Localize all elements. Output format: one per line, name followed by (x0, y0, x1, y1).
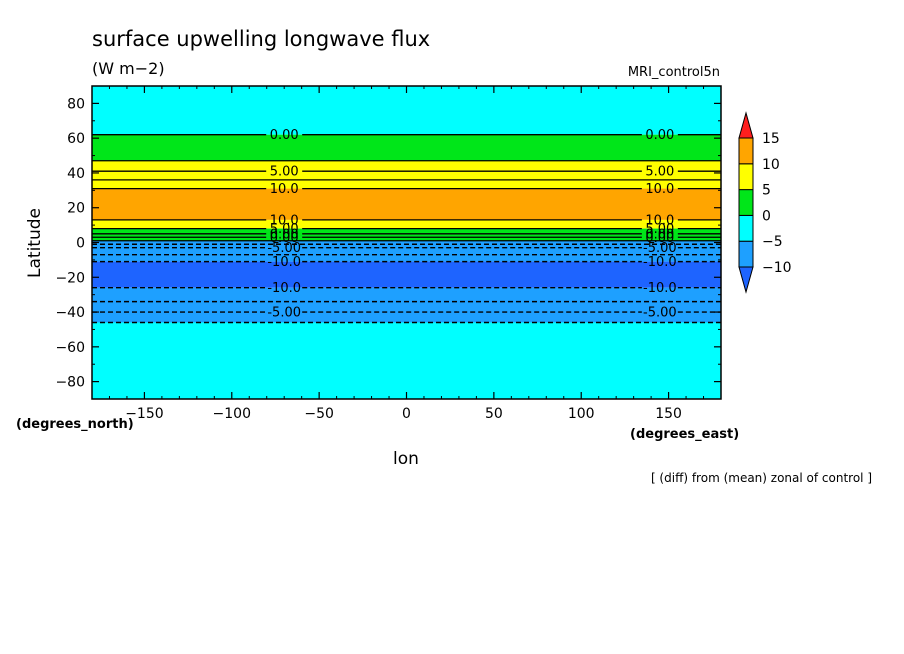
colorbar-label-4: 10 (762, 157, 780, 173)
y-axis-ticks: 80 60 40 20 0 −20 −40 −60 −80 (55, 85, 721, 400)
y-tick-label-2: 40 (67, 166, 85, 182)
colorbar-box-3 (738, 163, 754, 191)
chart-title: surface upwelling longwave flux (92, 27, 430, 51)
y-tick-label-3: 20 (67, 201, 85, 217)
x-tick-label-6: 150 (655, 406, 682, 422)
contour-fill-bands (92, 86, 721, 399)
colorbar-over-triangle (738, 111, 754, 139)
contour-label-4-1: 10.0 (645, 182, 674, 197)
y-tick-label-8: −80 (55, 375, 85, 391)
contour-label-5-1: 10.0 (645, 213, 674, 228)
y-tick-label-6: −40 (55, 305, 85, 321)
dataset-label: MRI_control5n (628, 65, 720, 80)
contour-label-14-1: -10.0 (643, 281, 677, 296)
x-axis-label: lon (393, 449, 419, 469)
contour-band-5 (92, 228, 721, 241)
colorbar-label-0: −10 (762, 260, 792, 276)
contour-label-14-0: -10.0 (267, 281, 301, 296)
x-tick-label-5: 100 (568, 406, 595, 422)
contour-label-7-0: 0.00 (270, 227, 299, 242)
contour-label-6-0: 5.00 (270, 222, 299, 237)
y-tick-label-0: 80 (67, 96, 85, 112)
contour-band-8 (92, 287, 721, 323)
x-tick-label-3: 0 (402, 406, 411, 422)
contour-label-5-0: 10.0 (270, 213, 299, 228)
contour-label-0-1: 0.00 (645, 128, 674, 143)
colorbar-box-0 (738, 240, 754, 268)
contour-label-7-1: 0.00 (645, 227, 674, 242)
contour-label-11-0: -5.00 (267, 241, 301, 256)
colorbar-label-2: 0 (762, 208, 771, 224)
contour-label-4-0: 10.0 (270, 182, 299, 197)
contour-band-4 (92, 219, 721, 229)
y-tick-label-4: 0 (76, 236, 85, 252)
contour-label-2-1: 5.00 (645, 165, 674, 180)
y-tick-label-1: 60 (67, 131, 85, 147)
contour-band-9 (92, 322, 721, 399)
x-axis-units: (degrees_east) (630, 427, 739, 442)
colorbar-label-1: −5 (762, 234, 783, 250)
contour-band-1 (92, 134, 721, 161)
x-tick-label-4: 50 (485, 406, 503, 422)
contour-label-13-0: -10.0 (267, 255, 301, 270)
contour-band-2 (92, 160, 721, 189)
y-tick-label-5: −20 (55, 270, 85, 286)
contour-band-0 (92, 86, 721, 135)
contour-label-8-0: 0.00 (270, 231, 299, 246)
colorbar-under-triangle (738, 266, 754, 294)
contour-band-7 (92, 261, 721, 288)
diff-note: [ (diff) from (mean) zonal of control ] (651, 471, 872, 485)
contour-label-2-0: 5.00 (270, 165, 299, 180)
colorbar-box-4 (738, 137, 754, 165)
x-tick-label-2: −50 (304, 406, 334, 422)
contour-label-6-1: 5.00 (645, 222, 674, 237)
y-axis-units: (degrees_north) (16, 417, 134, 432)
contour-label-16-0: -5.00 (267, 306, 301, 321)
y-axis-label: Latitude (25, 208, 45, 278)
contour-label-11-1: -5.00 (643, 241, 677, 256)
chart-units: (W m−2) (92, 59, 165, 78)
x-tick-label-1: −100 (213, 406, 251, 422)
contour-lines (92, 134, 721, 324)
contour-label-8-1: 0.00 (645, 231, 674, 246)
y-tick-label-7: −60 (55, 340, 85, 356)
contour-label-13-1: -10.0 (643, 255, 677, 270)
contour-label-16-1: -5.00 (643, 306, 677, 321)
x-tick-label-0: −150 (125, 406, 163, 422)
colorbar: −10 −5 0 5 10 15 (738, 111, 792, 294)
colorbar-label-5: 15 (762, 131, 780, 147)
colorbar-box-2 (738, 189, 754, 216)
colorbar-box-1 (738, 214, 754, 242)
x-axis-ticks: −150 −100 −50 0 50 100 150 (108, 86, 705, 422)
contour-label-0-0: 0.00 (270, 128, 299, 143)
contour-band-6 (92, 240, 721, 262)
colorbar-label-3: 5 (762, 183, 771, 199)
contour-band-3 (92, 188, 721, 220)
